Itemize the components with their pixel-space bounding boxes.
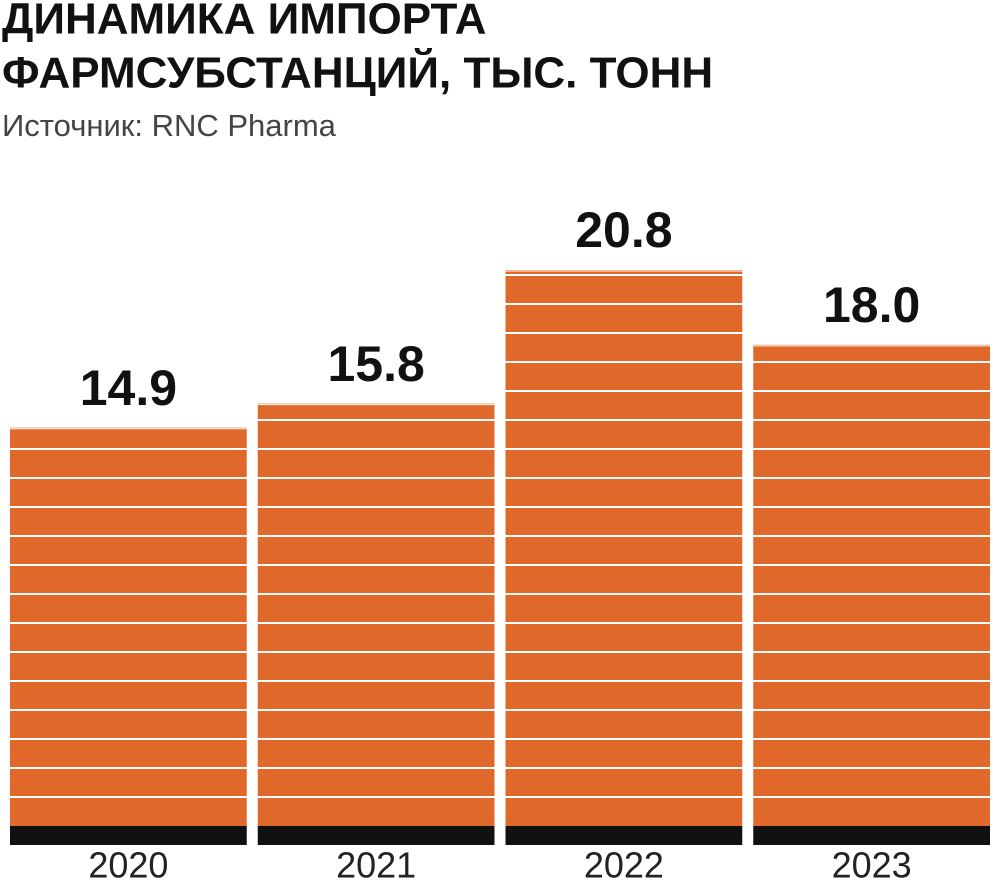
value-label: 15.8 bbox=[327, 336, 424, 392]
baseline bbox=[257, 826, 495, 845]
bar bbox=[753, 344, 990, 826]
value-label: 18.0 bbox=[823, 277, 920, 333]
x-tick-label: 2021 bbox=[336, 845, 416, 886]
bar bbox=[10, 427, 247, 826]
x-tick-label: 2022 bbox=[584, 845, 664, 886]
chart-title: ФАРМСУБСТАНЦИЙ, ТЫС. ТОНН bbox=[2, 47, 713, 98]
x-tick-label: 2023 bbox=[832, 845, 912, 886]
baseline bbox=[10, 826, 247, 845]
bar bbox=[257, 403, 495, 826]
value-label: 20.8 bbox=[575, 202, 672, 258]
x-tick-label: 2020 bbox=[88, 845, 168, 886]
baseline bbox=[753, 826, 990, 845]
chart-subtitle: Источник: RNC Pharma bbox=[2, 108, 337, 143]
bar bbox=[505, 270, 743, 826]
chart-title: ДИНАМИКА ИМПОРТА bbox=[2, 0, 486, 44]
baseline bbox=[505, 826, 743, 845]
value-label: 14.9 bbox=[80, 360, 177, 416]
